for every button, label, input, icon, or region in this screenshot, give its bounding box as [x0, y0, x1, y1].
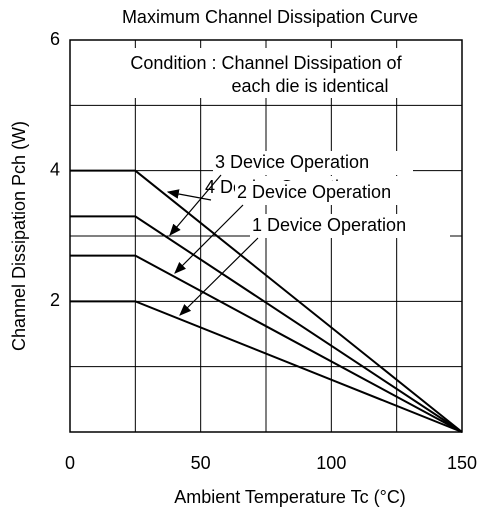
y-tick-label: 2	[50, 290, 60, 310]
condition-box	[78, 48, 454, 98]
series-line	[70, 215, 463, 433]
legend-arrow	[166, 189, 212, 201]
legend-bg	[250, 214, 450, 238]
series-line	[70, 300, 463, 433]
legend-arrow	[174, 204, 244, 274]
legend-label: 1 Device Operation	[252, 215, 406, 235]
x-axis-label: Ambient Temperature Tc (°C)	[174, 487, 406, 507]
x-tick-label: 100	[316, 453, 346, 473]
legend-bg	[235, 181, 435, 205]
y-axis-label: Channel Dissipation Pch (W)	[9, 121, 29, 351]
annotation: Condition : Channel Dissipation of	[130, 53, 402, 73]
x-tick-label: 150	[447, 453, 477, 473]
series-line	[70, 254, 463, 433]
annotation: each die is identical	[231, 76, 388, 96]
x-tick-label: 0	[65, 453, 75, 473]
legend-label: 2 Device Operation	[237, 182, 391, 202]
series-line	[70, 169, 463, 433]
y-tick-label: 6	[50, 29, 60, 49]
legend-arrow	[179, 237, 259, 316]
chart-title: Maximum Channel Dissipation Curve	[122, 7, 418, 27]
legend-arrow	[169, 174, 222, 236]
legend-label: 3 Device Operation	[215, 152, 369, 172]
y-tick-label: 4	[50, 159, 60, 179]
legend-bg	[213, 151, 413, 175]
x-tick-label: 50	[191, 453, 211, 473]
